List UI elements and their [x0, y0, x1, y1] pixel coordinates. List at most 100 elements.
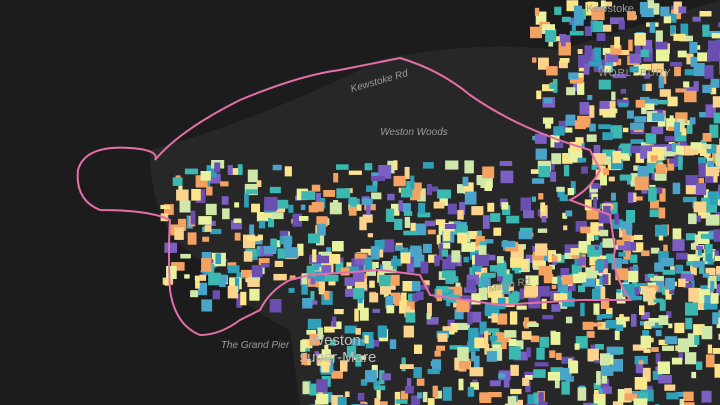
building: [640, 321, 645, 326]
building: [537, 228, 548, 233]
building: [426, 317, 439, 325]
building: [708, 40, 720, 51]
building: [565, 114, 576, 126]
building: [366, 185, 378, 192]
building: [590, 344, 598, 352]
building: [198, 216, 212, 225]
building: [691, 371, 697, 379]
building: [591, 322, 602, 327]
building: [247, 236, 261, 242]
building: [710, 82, 717, 95]
building: [687, 333, 698, 347]
building: [505, 269, 510, 275]
building: [417, 212, 431, 218]
building: [526, 347, 531, 358]
building: [331, 395, 344, 405]
building: [261, 263, 270, 268]
building: [618, 252, 626, 257]
building: [344, 325, 357, 334]
building: [671, 357, 683, 365]
building: [554, 142, 564, 149]
building: [698, 290, 705, 304]
building: [632, 242, 644, 253]
building: [288, 204, 294, 213]
building: [310, 291, 315, 302]
building: [710, 280, 715, 292]
building: [524, 371, 535, 378]
building: [654, 172, 667, 181]
building: [332, 316, 337, 327]
building: [633, 234, 643, 240]
building: [406, 378, 412, 388]
building: [717, 189, 720, 200]
building: [551, 255, 558, 262]
building: [208, 173, 221, 184]
building: [264, 196, 278, 211]
building: [472, 379, 478, 385]
building: [387, 193, 395, 201]
building: [659, 89, 671, 97]
building: [314, 351, 319, 356]
building: [471, 206, 484, 216]
building: [658, 339, 668, 345]
building: [634, 377, 648, 390]
building: [554, 6, 562, 15]
building: [699, 112, 708, 118]
building: [358, 298, 363, 304]
building: [665, 277, 675, 290]
building: [629, 66, 639, 73]
building: [600, 298, 610, 309]
building: [685, 175, 698, 188]
building: [692, 299, 705, 310]
building: [688, 287, 699, 302]
building: [561, 35, 566, 47]
building: [538, 266, 553, 276]
building: [331, 370, 343, 379]
building: [164, 242, 177, 253]
building: [500, 337, 507, 350]
building: [243, 251, 253, 262]
building: [655, 224, 668, 237]
building: [404, 216, 411, 228]
building: [369, 292, 379, 303]
building: [509, 311, 518, 325]
building: [566, 87, 576, 96]
building: [647, 273, 654, 278]
building: [644, 320, 655, 327]
building: [525, 375, 533, 380]
building: [438, 242, 451, 249]
building: [591, 193, 598, 200]
building: [395, 399, 408, 404]
building: [601, 314, 613, 319]
building: [301, 283, 308, 295]
building: [651, 347, 659, 352]
building: [178, 182, 183, 196]
building: [269, 186, 281, 194]
building: [698, 163, 706, 178]
building: [468, 231, 480, 240]
building: [438, 223, 450, 235]
building: [441, 249, 449, 257]
building: [508, 338, 517, 347]
building: [420, 191, 425, 196]
building: [680, 274, 694, 282]
building: [359, 216, 367, 231]
building: [675, 264, 684, 274]
building: [524, 317, 529, 329]
building: [543, 274, 554, 284]
building: [669, 289, 675, 295]
building: [635, 45, 641, 56]
building: [570, 181, 576, 194]
building: [489, 335, 498, 341]
building: [400, 187, 413, 198]
building: [660, 257, 674, 267]
building: [479, 394, 487, 401]
building: [354, 308, 359, 322]
building: [412, 223, 427, 236]
area-label: WORLEBURY: [598, 68, 671, 79]
building: [333, 173, 339, 183]
building: [307, 318, 322, 330]
building: [436, 234, 441, 245]
building: [459, 358, 471, 370]
building: [630, 139, 644, 144]
